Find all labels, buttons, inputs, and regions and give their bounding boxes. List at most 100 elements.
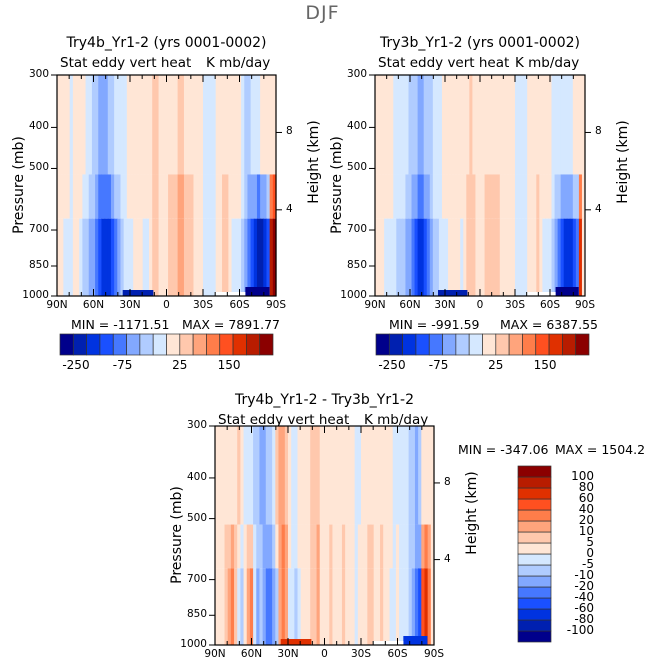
- heatmap-cell-upper: [253, 426, 257, 525]
- heatmap-cell-mid: [478, 174, 483, 219]
- heatmap-cell-mid: [581, 174, 586, 219]
- heatmap-cell-upper: [203, 75, 207, 175]
- heatmap-cell-lower: [215, 218, 220, 296]
- heatmap-cell-mid: [259, 524, 264, 569]
- heatmap-cell-mid: [249, 524, 254, 569]
- heatmap-cell-mid: [228, 174, 233, 219]
- heatmap-cell-mid: [423, 174, 428, 219]
- heatmap-cell-upper: [212, 75, 217, 175]
- heatmap-cell-lower: [79, 218, 83, 296]
- x-tick-label: 60S: [387, 648, 408, 660]
- heatmap-cell-lower: [395, 568, 400, 645]
- heatmap-cell-mid: [268, 524, 273, 569]
- heatmap-cell-upper: [117, 75, 122, 175]
- colorbar-label: -75: [112, 358, 133, 372]
- x-tick-label: 60S: [229, 299, 250, 311]
- heatmap-cell-mid: [399, 174, 403, 219]
- heatmap-cell-upper: [566, 75, 571, 175]
- heatmap-cell-mid: [411, 174, 416, 219]
- heatmap-cell-mid: [288, 524, 292, 569]
- heatmap-cell-upper: [190, 75, 195, 175]
- heatmap-cell-mid: [390, 174, 394, 219]
- heatmap-cell-upper: [136, 75, 141, 175]
- panel-subtitle-left: Stat eddy vert heat: [60, 55, 192, 71]
- panel-subtitle-left: Stat eddy vert heat: [218, 412, 350, 428]
- heatmap-cell-mid: [392, 524, 397, 569]
- colorbar-swatch: [86, 333, 101, 356]
- colorbar-label: 25: [488, 358, 504, 372]
- heatmap-cell-upper: [445, 75, 449, 175]
- y-tick-label: 1000: [340, 289, 367, 301]
- heatmap-cell-mid: [227, 524, 232, 569]
- heatmap-cell-lower: [196, 218, 201, 296]
- colorbar: [375, 333, 590, 356]
- heatmap-cell-upper: [420, 75, 425, 175]
- heatmap-cell-mid: [463, 174, 467, 219]
- heatmap-cell-mid: [354, 524, 359, 569]
- heatmap-cell-upper: [244, 75, 249, 175]
- heatmap-cell-lower: [542, 218, 547, 296]
- heatmap-cell-upper: [180, 75, 185, 175]
- heatmap-cell-upper: [475, 75, 480, 175]
- heatmap-cell-lower: [499, 218, 504, 296]
- heatmap-cell-mid: [241, 174, 245, 219]
- heatmap-cell-mid: [566, 174, 571, 219]
- heatmap-plot: [369, 74, 591, 297]
- heatmap-cell-upper: [294, 426, 299, 525]
- heatmap-cell-mid: [158, 174, 163, 219]
- x-tick-label: 90N: [204, 648, 226, 660]
- heatmap-cell-lower: [326, 568, 330, 645]
- heatmap-cell-mid: [545, 174, 550, 219]
- heatmap-cell-lower: [380, 568, 384, 645]
- antarctic-surface-strip: [555, 287, 579, 296]
- heatmap-cell-lower: [518, 218, 522, 296]
- y-tick-label: 850: [346, 259, 367, 271]
- heatmap-cell-upper: [322, 426, 327, 525]
- heatmap-cell-mid: [60, 174, 64, 219]
- heatmap-cell-mid: [575, 174, 580, 219]
- colorbar-swatch: [517, 553, 552, 566]
- heatmap-cell-mid: [445, 174, 449, 219]
- heatmap-cell-lower: [430, 568, 435, 645]
- heatmap-cell-mid: [82, 174, 87, 219]
- colorbar-label: -10: [574, 568, 594, 582]
- heatmap-cell-upper: [405, 426, 410, 525]
- heatmap-cell-mid: [364, 524, 368, 569]
- heatmap-cell-upper: [250, 75, 255, 175]
- colorbar-swatch: [206, 333, 221, 356]
- colorbar-swatch: [575, 333, 590, 356]
- heatmap-cell-mid: [139, 174, 144, 219]
- heatmap-cell-mid: [496, 174, 501, 219]
- heatmap-cell-upper: [243, 426, 248, 525]
- heatmap-cell-upper: [408, 75, 413, 175]
- heatmap-cell-upper: [408, 426, 413, 525]
- heatmap-cell-mid: [164, 174, 169, 219]
- heatmap-cell-lower: [139, 218, 144, 296]
- heatmap-cell-upper: [426, 75, 431, 175]
- colorbar-label: 40: [578, 502, 594, 516]
- heatmap-cell-lower: [351, 568, 356, 645]
- heatmap-cell-upper: [411, 75, 416, 175]
- x-tick-label: 90S: [423, 648, 445, 660]
- heatmap-cell-mid: [414, 524, 419, 569]
- heatmap-cell-mid: [136, 174, 141, 219]
- missing-data-patch: [372, 641, 404, 645]
- heatmap-cell-lower: [322, 568, 327, 645]
- heatmap-cell-lower: [263, 218, 268, 296]
- heatmap-cell-lower: [114, 218, 118, 296]
- heatmap-cell-lower: [375, 218, 379, 296]
- heatmap-cell-upper: [85, 75, 90, 175]
- heatmap-cell-upper: [335, 426, 340, 525]
- colorbar-label: -250: [378, 358, 406, 372]
- heatmap-cell-lower: [420, 218, 425, 296]
- heatmap-cell-mid: [563, 174, 568, 219]
- colorbar-label: -20: [574, 579, 594, 593]
- heatmap-cell-upper: [432, 75, 437, 175]
- heatmap-cell-lower: [414, 218, 419, 296]
- heatmap-cell-mid: [284, 524, 289, 569]
- colorbar-swatch: [402, 333, 417, 356]
- heatmap-cell-mid: [294, 524, 299, 569]
- heatmap-cell-mid: [511, 174, 516, 219]
- y-tick-label: 850: [28, 259, 49, 271]
- y-tick-label: 400: [186, 470, 207, 483]
